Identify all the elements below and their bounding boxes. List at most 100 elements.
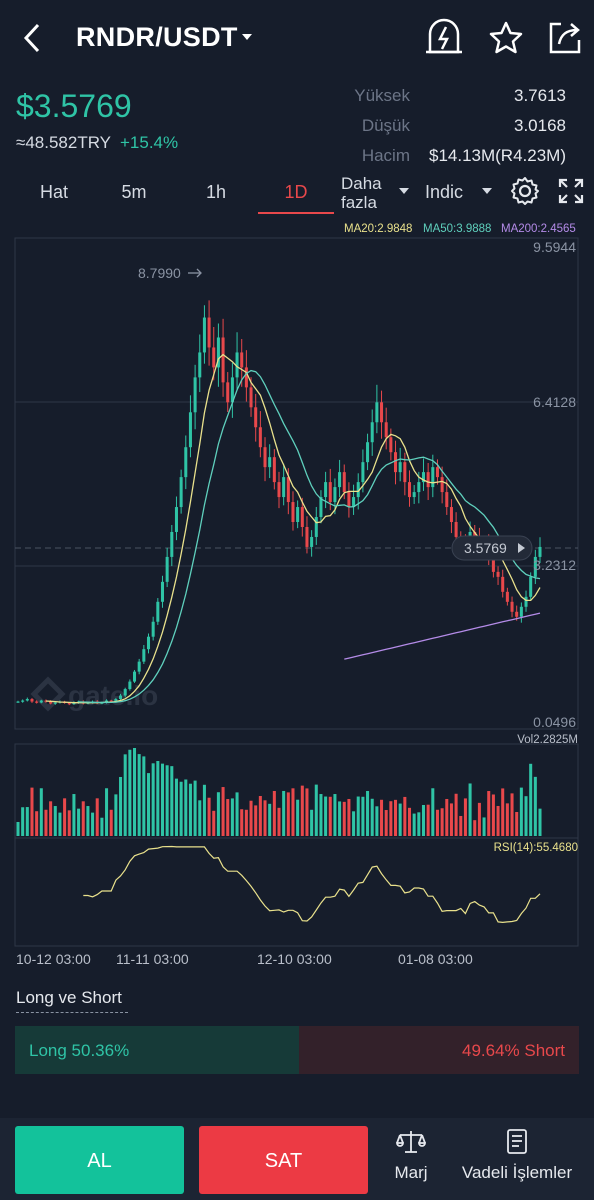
candle: [221, 318, 225, 397]
fullscreen-icon[interactable]: [558, 178, 584, 204]
high-marker-label: 8.7990: [138, 265, 181, 281]
volume-bar: [156, 760, 160, 836]
candle: [193, 364, 197, 430]
candle: [412, 485, 416, 504]
candle: [449, 499, 453, 534]
y-label: 0.0496: [533, 714, 576, 730]
volume-bar: [207, 797, 211, 836]
volume-bar: [272, 790, 276, 836]
volume-bar: [356, 796, 360, 836]
stat-volume-label: Hacim: [361, 146, 410, 165]
candle: [216, 323, 220, 387]
volume-bar: [67, 810, 71, 836]
candle: [44, 699, 48, 703]
current-price-tag[interactable]: 3.5769: [451, 535, 533, 561]
candle: [394, 440, 398, 485]
volume-bar: [193, 780, 197, 836]
candle: [282, 463, 286, 506]
indicator-button[interactable]: Indic: [425, 182, 464, 202]
futures-button[interactable]: Vadeli İşlemler: [452, 1128, 582, 1183]
volume-bar: [291, 788, 295, 836]
volume-bar: [440, 808, 444, 836]
candle: [277, 471, 281, 509]
price-change: +15.4%: [120, 133, 179, 152]
volume-bar: [105, 788, 109, 836]
header: RNDR/USDT: [0, 0, 594, 76]
caret-down-icon[interactable]: [242, 34, 252, 40]
candle: [165, 547, 169, 588]
tab-1h[interactable]: 1h: [205, 182, 227, 202]
tab-line[interactable]: Hat: [39, 182, 68, 202]
long-label: Long 50.36%: [29, 1041, 130, 1060]
price-chart[interactable]: gate.io 9.5944 6.4128 3.2312 0.0496 8.79…: [0, 232, 594, 972]
tab-1d[interactable]: 1D: [284, 182, 308, 202]
volume-bar: [235, 792, 239, 836]
settings-gear-icon[interactable]: [510, 176, 540, 206]
share-icon[interactable]: [545, 18, 585, 58]
volume-bar: [25, 807, 29, 836]
volume-bar: [160, 763, 164, 836]
candle: [133, 669, 137, 683]
star-icon[interactable]: [486, 18, 526, 58]
more-line-2: fazla: [341, 193, 377, 212]
candle: [21, 699, 25, 703]
volume-bar: [244, 809, 248, 836]
candle: [421, 458, 425, 491]
ma200-legend: MA200:2.4565: [501, 223, 576, 235]
volume-bar: [407, 807, 412, 836]
x-tick-label: 01-08 03:00: [398, 951, 473, 967]
volume-bar: [366, 790, 370, 836]
candle: [505, 587, 509, 606]
price-alert-icon[interactable]: [424, 18, 464, 58]
indic-caret-icon[interactable]: [482, 188, 492, 194]
volume-bar: [510, 793, 514, 836]
ma50-legend: MA50:3.9888: [423, 223, 492, 235]
last-price: $3.5769: [16, 88, 132, 124]
active-tab-indicator: [258, 212, 334, 214]
volume-bar: [216, 792, 220, 836]
volume-bar: [128, 749, 132, 836]
candle: [431, 454, 435, 498]
buy-button[interactable]: AL: [15, 1126, 184, 1194]
volume-bar: [202, 784, 206, 836]
volume-bar: [468, 783, 472, 836]
volume-bar: [524, 796, 528, 836]
volume-bar: [403, 796, 407, 836]
more-timeframes-button[interactable]: Daha fazla: [341, 174, 382, 212]
tab-5m[interactable]: 5m: [121, 182, 147, 202]
candle: [538, 537, 542, 564]
volume-bar: [487, 791, 491, 836]
volume-bar: [529, 763, 533, 836]
candle: [496, 566, 500, 585]
candle: [202, 305, 206, 364]
back-icon[interactable]: [18, 20, 48, 56]
candle: [212, 326, 216, 381]
ma200-line: [344, 612, 541, 660]
more-caret-icon[interactable]: [399, 188, 409, 194]
y-label: 6.4128: [533, 394, 576, 410]
pair-title[interactable]: RNDR/USDT: [76, 22, 238, 52]
volume-bar: [133, 748, 137, 836]
volume-bar: [473, 820, 477, 836]
volume-bar: [491, 794, 495, 836]
volume-bar: [254, 805, 258, 836]
stat-high-value: 3.7613: [514, 86, 566, 105]
candle: [39, 699, 43, 704]
volume-bar: [95, 798, 99, 836]
sell-button[interactable]: SAT: [199, 1126, 368, 1194]
x-tick-label: 12-10 03:00: [257, 951, 332, 967]
volume-bar: [123, 754, 127, 836]
candle: [207, 300, 211, 366]
volume-bar: [347, 798, 351, 836]
volume-bar: [417, 812, 421, 836]
candle: [384, 407, 388, 450]
rsi-line: [83, 845, 541, 924]
volume-bar: [58, 812, 62, 836]
stat-volume-value: $14.13M(R4.23M): [428, 146, 566, 165]
candle: [244, 350, 248, 402]
rsi-label: RSI(14):55.4680: [494, 842, 578, 854]
margin-button[interactable]: Marj: [386, 1128, 436, 1183]
candle: [305, 516, 309, 554]
volume-bar: [179, 781, 183, 836]
candle: [296, 500, 300, 529]
